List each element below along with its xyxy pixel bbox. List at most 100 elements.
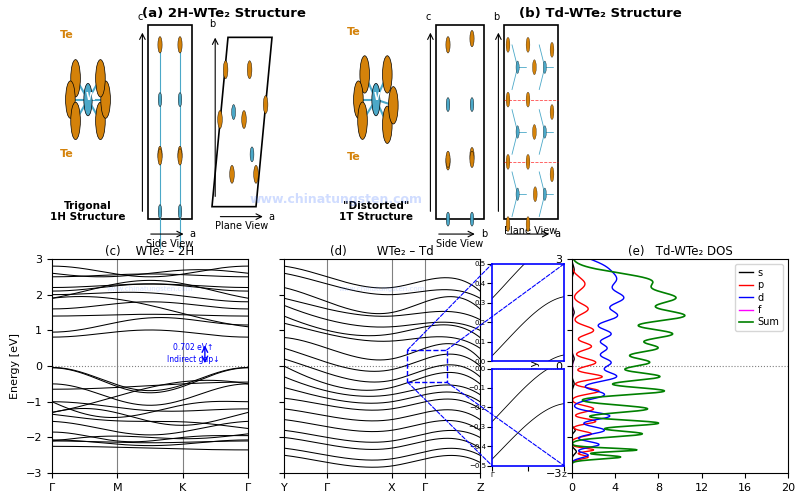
d xyxy=(600,415,610,421)
Ellipse shape xyxy=(358,102,367,139)
Ellipse shape xyxy=(516,188,519,201)
Ellipse shape xyxy=(550,167,554,182)
Ellipse shape xyxy=(360,56,370,93)
Title: (e)   Td-WTe₂ DOS: (e) Td-WTe₂ DOS xyxy=(628,245,732,258)
f xyxy=(567,344,577,350)
Text: Plane View: Plane View xyxy=(504,226,557,236)
Ellipse shape xyxy=(230,165,234,183)
Ellipse shape xyxy=(389,87,398,124)
Ellipse shape xyxy=(96,60,106,97)
Text: www.chinatungsten.com: www.chinatungsten.com xyxy=(107,286,193,292)
Ellipse shape xyxy=(526,37,530,52)
d xyxy=(601,327,610,333)
Text: www.chinatungsten.com: www.chinatungsten.com xyxy=(339,286,425,292)
Ellipse shape xyxy=(101,81,110,119)
s xyxy=(570,309,579,315)
Ellipse shape xyxy=(543,125,546,138)
Ellipse shape xyxy=(470,30,474,47)
Ellipse shape xyxy=(250,147,254,162)
s xyxy=(567,344,577,350)
Line: Sum: Sum xyxy=(572,259,685,473)
p xyxy=(567,256,577,262)
Ellipse shape xyxy=(178,37,182,53)
Text: b: b xyxy=(481,229,487,239)
Bar xyxy=(436,25,484,219)
Ellipse shape xyxy=(158,93,162,107)
Ellipse shape xyxy=(516,125,519,138)
Ellipse shape xyxy=(382,56,392,93)
Ellipse shape xyxy=(178,149,182,165)
Ellipse shape xyxy=(178,146,182,162)
Text: Side View: Side View xyxy=(146,239,194,249)
p xyxy=(597,373,606,379)
Ellipse shape xyxy=(526,217,530,232)
Ellipse shape xyxy=(533,124,536,139)
p xyxy=(589,327,598,333)
Ellipse shape xyxy=(470,151,474,167)
p xyxy=(578,415,587,421)
f xyxy=(567,256,577,262)
Line: p: p xyxy=(572,259,602,473)
Ellipse shape xyxy=(543,61,546,74)
Text: a: a xyxy=(554,229,560,239)
Ellipse shape xyxy=(158,205,162,219)
f xyxy=(567,327,577,333)
s xyxy=(567,256,577,262)
Ellipse shape xyxy=(446,268,450,285)
Ellipse shape xyxy=(446,151,450,167)
Ellipse shape xyxy=(446,37,450,53)
Ellipse shape xyxy=(446,153,450,170)
f xyxy=(567,470,577,476)
Ellipse shape xyxy=(178,258,182,275)
Ellipse shape xyxy=(242,111,246,128)
Sum xyxy=(592,415,602,421)
d xyxy=(610,309,619,315)
Sum xyxy=(655,373,665,379)
Text: Trigonal
1H Structure: Trigonal 1H Structure xyxy=(50,201,126,223)
Ellipse shape xyxy=(247,61,252,79)
Ellipse shape xyxy=(66,81,75,119)
Line: s: s xyxy=(572,259,576,473)
Ellipse shape xyxy=(70,102,80,139)
Text: Te: Te xyxy=(59,30,74,40)
Ellipse shape xyxy=(446,98,450,112)
Ellipse shape xyxy=(506,37,510,52)
Y-axis label: Energy [eV]: Energy [eV] xyxy=(10,333,20,399)
Ellipse shape xyxy=(263,96,268,114)
s xyxy=(567,470,577,476)
Bar xyxy=(504,25,558,219)
Line: d: d xyxy=(572,259,624,473)
p xyxy=(567,470,577,476)
Text: Te: Te xyxy=(346,152,361,162)
Text: a: a xyxy=(268,212,274,222)
f xyxy=(568,309,578,315)
Ellipse shape xyxy=(506,92,510,107)
Ellipse shape xyxy=(533,60,536,75)
d xyxy=(582,432,591,438)
Ellipse shape xyxy=(470,147,474,164)
Text: W: W xyxy=(86,92,97,102)
Ellipse shape xyxy=(158,146,162,162)
Ellipse shape xyxy=(223,61,228,79)
Text: (b) Td-WTe₂ Structure: (b) Td-WTe₂ Structure xyxy=(518,7,682,20)
Ellipse shape xyxy=(158,149,162,165)
Bar xyxy=(148,25,192,219)
Sum xyxy=(569,256,578,262)
Ellipse shape xyxy=(526,154,530,169)
Ellipse shape xyxy=(470,212,474,226)
Ellipse shape xyxy=(470,268,474,285)
Ellipse shape xyxy=(382,106,392,143)
Text: Side View: Side View xyxy=(436,239,484,249)
Y-axis label: Energy (eV): Energy (eV) xyxy=(530,333,540,399)
Text: Plane View: Plane View xyxy=(215,221,268,231)
Text: b: b xyxy=(493,12,499,22)
d xyxy=(567,470,577,476)
Text: "Distorted"
1T Structure: "Distorted" 1T Structure xyxy=(339,201,413,223)
Ellipse shape xyxy=(470,98,474,112)
Text: a: a xyxy=(190,229,196,239)
Text: (a) 2H-WTe₂ Structure: (a) 2H-WTe₂ Structure xyxy=(142,7,306,20)
Ellipse shape xyxy=(70,60,80,97)
f xyxy=(567,415,577,421)
Sum xyxy=(567,470,577,476)
d xyxy=(612,373,622,379)
